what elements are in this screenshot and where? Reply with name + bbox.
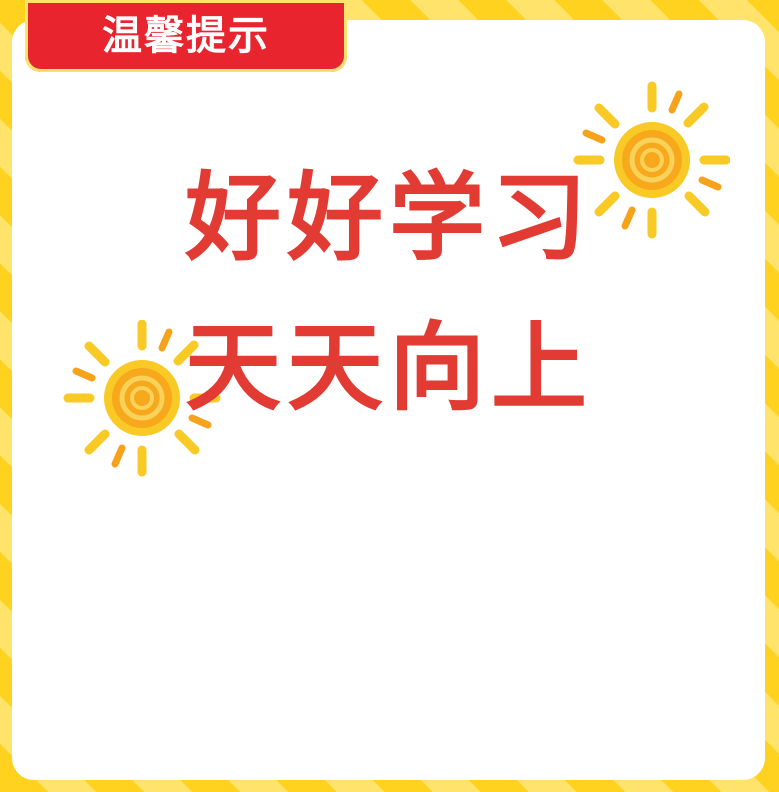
slogan-line-1: 好好学习 bbox=[185, 161, 593, 274]
sun-icon bbox=[573, 81, 730, 239]
tip-badge: 温馨提示 bbox=[25, 0, 347, 72]
tip-badge-label: 温馨提示 bbox=[102, 13, 270, 59]
sun-icon bbox=[63, 320, 221, 477]
slogan-line-2: 天天向上 bbox=[185, 311, 593, 424]
